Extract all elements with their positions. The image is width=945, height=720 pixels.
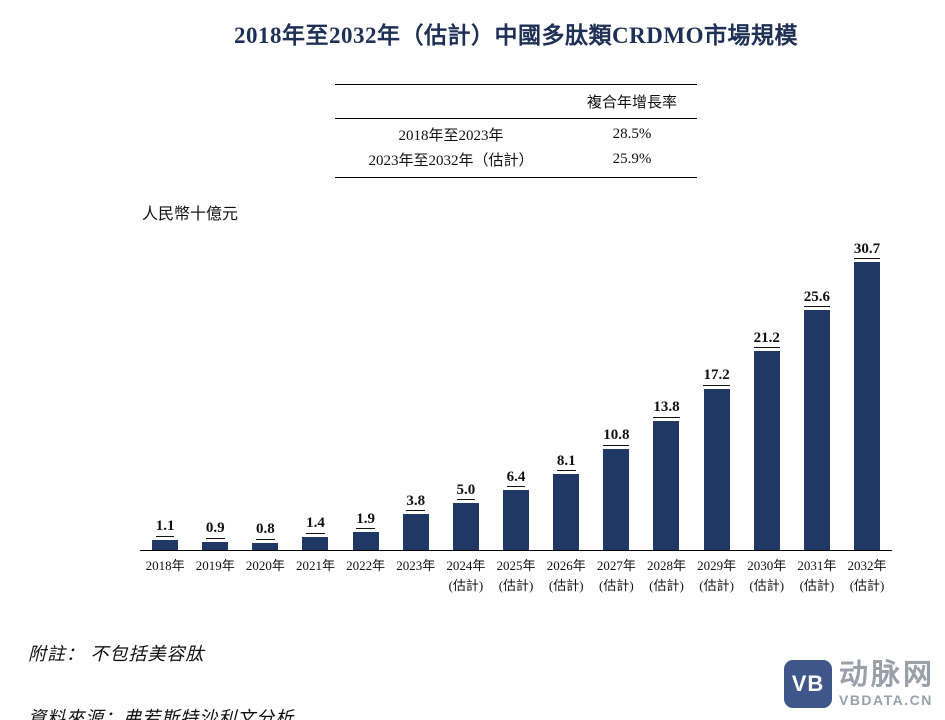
bar-column: 1.1 xyxy=(140,518,190,550)
bar-value-label: 1.1 xyxy=(155,518,175,537)
bar-value-label: 17.2 xyxy=(703,367,730,386)
unit-label: 人民幣十億元 xyxy=(142,206,239,223)
bar xyxy=(503,490,530,550)
cagr-table-header-row: 複合年增長率 xyxy=(335,85,697,119)
value-cell: 28.5% xyxy=(612,126,652,142)
bar xyxy=(302,536,329,550)
bar-value-label: 21.2 xyxy=(753,330,780,349)
value-cell: 25.9% xyxy=(612,151,652,167)
table-row: 2018年至2023年 28.5% xyxy=(335,119,697,147)
bar xyxy=(252,542,279,550)
bar xyxy=(603,448,630,550)
plot-area: 1.1 0.9 0.8 1.4 1.9 3.8 5.0 6.4 8.1 10.8 13.8 17.2 2… xyxy=(140,228,892,551)
x-tick-label: 2022年 xyxy=(346,558,386,573)
x-tick-label: 2018年 xyxy=(145,558,185,573)
x-tick-label: 2019年 xyxy=(195,558,235,573)
cagr-table: 複合年增長率 2018年至2023年 28.5% 2023年至2032年（估計）… xyxy=(335,84,697,178)
chart-section: 2018年至2032年（估計）中國多肽類CRDMO市場規模 複合年增長率 201… xyxy=(140,16,892,596)
x-tick-label: 2025年 (估計) xyxy=(496,558,536,594)
bar-value-label: 1.4 xyxy=(306,515,325,534)
x-tick-label: 2028年 (估計) xyxy=(646,558,686,594)
bar-value-label: 13.8 xyxy=(653,399,680,418)
bar-column: 1.4 xyxy=(290,515,340,550)
period-cell: 2023年至2032年（估計） xyxy=(368,153,534,169)
bar-column: 0.8 xyxy=(240,521,290,550)
bar xyxy=(152,539,179,550)
bar xyxy=(352,532,379,550)
bar-column: 30.7 xyxy=(842,241,892,550)
bar-column: 8.1 xyxy=(541,453,591,550)
bar-column: 6.4 xyxy=(491,469,541,550)
source-note: 資料來源：弗若斯特沙利文分析 xyxy=(28,708,294,720)
vb-logo-name: 动脉网 xyxy=(838,659,935,692)
x-tick-label: 2030年 (估計) xyxy=(747,558,787,594)
bar-value-label: 6.4 xyxy=(506,469,526,487)
bar-value-label: 3.8 xyxy=(406,493,426,512)
bar xyxy=(402,514,429,550)
x-tick-label: 2032年 (估計) xyxy=(847,558,887,594)
chart-title: 2018年至2032年（估計）中國多肽類CRDMO市場規模 xyxy=(234,23,798,48)
bar-column: 3.8 xyxy=(391,493,441,550)
bar-value-label: 1.9 xyxy=(356,511,375,530)
bar-value-label: 0.8 xyxy=(255,521,275,540)
table-row: 2023年至2032年（估計） 25.9% xyxy=(335,147,697,177)
bar xyxy=(653,420,680,550)
bar-value-label: 25.6 xyxy=(803,289,831,307)
footnote: 附註： 不包括美容肽 xyxy=(28,644,205,665)
x-axis-labels: 2018年 2019年 2020年 2021年 2022年 2023年 2024年 (估計)… xyxy=(140,556,892,596)
vb-logo: VB 动脉网 VBDATA.CN xyxy=(783,660,935,708)
bar-column: 13.8 xyxy=(641,399,691,550)
bar-value-label: 30.7 xyxy=(853,241,881,260)
x-tick-label: 2023年 xyxy=(396,558,436,573)
bar-column: 17.2 xyxy=(692,367,742,550)
cagr-table-header: 複合年增長率 xyxy=(586,95,677,111)
x-tick-label: 2024年 (估計) xyxy=(446,558,486,594)
bar-column: 1.9 xyxy=(341,511,391,550)
bar xyxy=(854,262,881,550)
bar xyxy=(553,474,580,550)
bar-column: 0.9 xyxy=(190,520,240,550)
bar xyxy=(703,388,730,550)
x-tick-label: 2029年 (估計) xyxy=(697,558,737,594)
vb-logo-domain: VBDATA.CN xyxy=(838,691,933,708)
vb-logo-mark: VB xyxy=(783,660,832,708)
x-tick-label: 2031年 (估計) xyxy=(797,558,837,594)
bar-column: 10.8 xyxy=(591,427,641,550)
period-cell: 2018年至2023年 xyxy=(398,128,504,144)
bar-value-label: 0.9 xyxy=(205,520,225,539)
bar-value-label: 5.0 xyxy=(456,482,476,501)
x-tick-label: 2026年 (估計) xyxy=(546,558,586,594)
bar xyxy=(803,310,830,550)
bar-column: 5.0 xyxy=(441,482,491,550)
vb-logo-text: 动脉网 VBDATA.CN xyxy=(839,660,935,707)
bar xyxy=(753,351,780,550)
bar-column: 21.2 xyxy=(742,330,792,550)
bar-column: 25.6 xyxy=(792,289,842,550)
bar-value-label: 10.8 xyxy=(603,427,630,446)
bar xyxy=(452,503,479,550)
bar-chart: 1.1 0.9 0.8 1.4 1.9 3.8 5.0 6.4 8.1 10.8 13.8 17.2 2… xyxy=(140,228,892,596)
x-tick-label: 2020年 xyxy=(245,558,285,573)
bar xyxy=(202,541,229,550)
x-tick-label: 2027年 (估計) xyxy=(596,558,636,594)
bar-value-label: 8.1 xyxy=(556,453,576,472)
x-tick-label: 2021年 xyxy=(295,558,335,573)
